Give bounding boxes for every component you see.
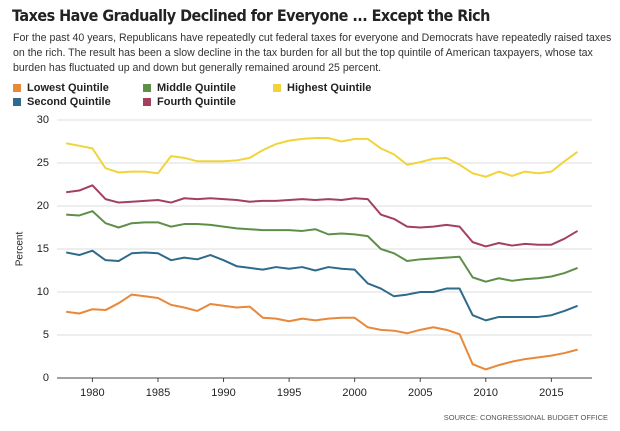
legend-swatch [273, 84, 281, 92]
series-line [66, 184, 579, 248]
series-line [65, 249, 578, 322]
legend-label: Fourth Quintile [157, 96, 236, 108]
legend-swatch [143, 84, 151, 92]
source: SOURCE: CONGRESSIONAL BUDGET OFFICE [444, 413, 608, 422]
x-tick-label: 1980 [80, 387, 104, 399]
series-line [65, 137, 579, 178]
x-tick-label: 2015 [539, 387, 563, 399]
y-tick-label: 20 [37, 200, 49, 212]
series-line [66, 293, 578, 371]
legend-label: Second Quintile [27, 96, 111, 108]
legend-swatch [13, 84, 21, 92]
x-tick-label: 1985 [146, 387, 170, 399]
y-axis-label: Percent [15, 232, 26, 267]
series-line [66, 210, 578, 283]
x-tick-label: 1995 [277, 387, 301, 399]
legend-swatch [143, 98, 151, 106]
y-tick-label: 10 [37, 286, 49, 298]
x-tick-label: 2010 [474, 387, 498, 399]
x-tick-label: 2005 [408, 387, 432, 399]
y-tick-label: 5 [43, 329, 49, 341]
y-tick-label: 0 [43, 372, 49, 384]
y-tick-label: 15 [37, 243, 49, 255]
x-tick-label: 2000 [342, 387, 366, 399]
legend-swatch [13, 98, 21, 106]
legend-label: Middle Quintile [157, 82, 236, 94]
chart-subtitle: For the past 40 years, Republicans have … [13, 32, 612, 74]
x-tick-label: 1990 [211, 387, 235, 399]
y-tick-label: 30 [37, 114, 49, 126]
y-tick-label: 25 [37, 157, 49, 169]
legend-label: Lowest Quintile [27, 82, 109, 94]
legend-label: Highest Quintile [287, 82, 371, 94]
chart-title: Taxes Have Gradually Declined for Everyo… [12, 6, 490, 25]
